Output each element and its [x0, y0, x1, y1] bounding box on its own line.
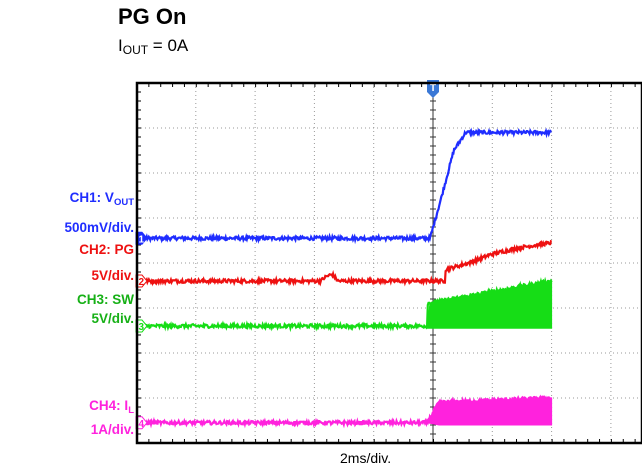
ch1-label: CH1: VOUT 500mV/div.	[64, 188, 134, 237]
trigger-marker-label: T	[430, 83, 436, 94]
ch2-name: CH2: PG	[79, 240, 134, 259]
ch3-name-text: CH3: SW	[77, 292, 134, 307]
subtitle-subscript: OUT	[122, 43, 149, 57]
plot-border	[135, 81, 642, 445]
ch4-scale: 1A/div.	[90, 422, 134, 437]
subtitle-prefix: I	[118, 36, 123, 55]
switching-envelope-ch3	[426, 280, 553, 329]
chart-title: PG On	[118, 4, 187, 29]
ch4-name-text: CH4: I	[89, 398, 129, 413]
trace-ch3	[135, 276, 553, 333]
trace-ch1	[135, 127, 552, 245]
ch1-name: CH1: VOUT	[64, 188, 134, 212]
ch2-name-text: CH2: PG	[79, 242, 134, 257]
ch1-scale: 500mV/div.	[64, 220, 134, 235]
ch4-marker-number: 4	[139, 419, 145, 430]
ch1-marker-number: 1	[139, 234, 145, 245]
x-axis-label: 2ms/div.	[340, 450, 392, 466]
ch2-scale: 5V/div.	[91, 268, 134, 283]
ch1-name-text: CH1: V	[69, 190, 114, 205]
ch3-label: CH3: SW 5V/div.	[77, 290, 134, 328]
ch2-label: CH2: PG 5V/div.	[79, 240, 134, 285]
ch4-name-sub: L	[128, 405, 134, 416]
trigger-marker-shape	[427, 80, 439, 98]
ch1-name-sub: OUT	[113, 197, 134, 208]
ch4-label: CH4: IL 1A/div.	[89, 396, 134, 439]
ch4-name: CH4: IL	[89, 396, 134, 420]
switching-envelope-ch4	[426, 397, 553, 426]
trace-ch2	[135, 239, 552, 287]
subtitle-rest: = 0A	[148, 36, 189, 55]
ch2-marker-number: 2	[139, 277, 145, 288]
ch3-name: CH3: SW	[77, 290, 134, 309]
trigger-marker: T	[427, 80, 439, 98]
ch3-scale: 5V/div.	[91, 311, 134, 326]
chart-subtitle: IOUT = 0A	[118, 36, 188, 57]
ch3-marker-number: 3	[139, 322, 145, 333]
grid	[137, 83, 642, 443]
